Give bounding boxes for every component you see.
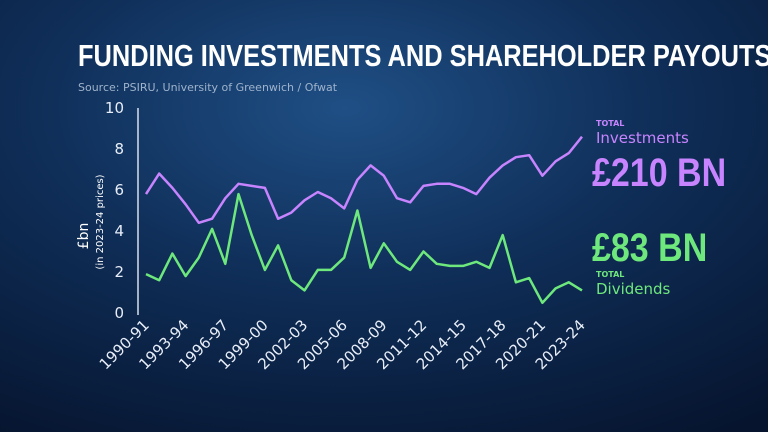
- source: Source: PSIRU, University of Greenwich /…: [78, 81, 338, 94]
- y-tick-label: 10: [105, 99, 124, 117]
- legend-label: Dividends: [596, 280, 671, 298]
- line-series: [144, 135, 583, 225]
- y-tick-label: 8: [114, 140, 124, 158]
- y-tick-label: 2: [114, 263, 124, 281]
- total-value: £210 BN: [592, 149, 726, 194]
- total-tag: TOTAL: [596, 270, 624, 279]
- total-value: £83 BN: [592, 224, 707, 269]
- y-axis-label: £bn: [76, 223, 92, 250]
- y-tick-label: 0: [114, 304, 124, 322]
- y-tick-label: 4: [114, 222, 124, 240]
- legend-label: Investments: [596, 129, 689, 147]
- chart-title: FUNDING INVESTMENTS AND SHAREHOLDER PAYO…: [78, 39, 768, 74]
- y-tick-label: 6: [114, 181, 124, 199]
- y-axis-sublabel: (in 2023-24 prices): [95, 174, 106, 269]
- total-tag: TOTAL: [596, 119, 624, 128]
- line-series: [145, 192, 583, 305]
